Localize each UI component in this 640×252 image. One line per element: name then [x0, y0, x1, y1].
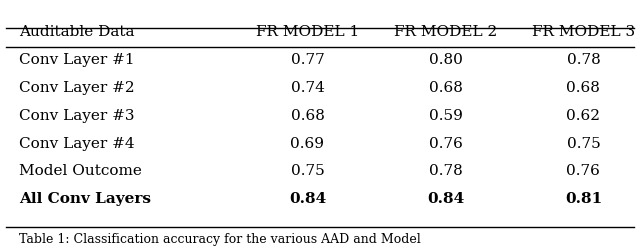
Text: Auditable Data: Auditable Data	[19, 25, 134, 39]
Text: 0.80: 0.80	[429, 53, 462, 67]
Text: 0.77: 0.77	[291, 53, 324, 67]
Text: 0.75: 0.75	[291, 164, 324, 178]
Text: 0.78: 0.78	[566, 53, 600, 67]
Text: FR MODEL 1: FR MODEL 1	[256, 25, 359, 39]
Text: Conv Layer #4: Conv Layer #4	[19, 136, 134, 150]
Text: 0.84: 0.84	[427, 192, 464, 205]
Text: Conv Layer #1: Conv Layer #1	[19, 53, 134, 67]
Text: 0.68: 0.68	[291, 108, 324, 122]
Text: 0.74: 0.74	[291, 81, 324, 95]
Text: 0.81: 0.81	[564, 192, 602, 205]
Text: 0.59: 0.59	[429, 108, 462, 122]
Text: Table 1: Classification accuracy for the various AAD and Model: Table 1: Classification accuracy for the…	[19, 232, 420, 245]
Text: 0.84: 0.84	[289, 192, 326, 205]
Text: Model Outcome: Model Outcome	[19, 164, 142, 178]
Text: 0.78: 0.78	[429, 164, 462, 178]
Text: 0.68: 0.68	[429, 81, 462, 95]
Text: 0.76: 0.76	[429, 136, 462, 150]
Text: 0.62: 0.62	[566, 108, 600, 122]
Text: 0.68: 0.68	[566, 81, 600, 95]
Text: Conv Layer #3: Conv Layer #3	[19, 108, 134, 122]
Text: 0.76: 0.76	[566, 164, 600, 178]
Text: 0.75: 0.75	[566, 136, 600, 150]
Text: Conv Layer #2: Conv Layer #2	[19, 81, 134, 95]
Text: 0.69: 0.69	[291, 136, 324, 150]
Text: FR MODEL 2: FR MODEL 2	[394, 25, 497, 39]
Text: FR MODEL 3: FR MODEL 3	[532, 25, 635, 39]
Text: All Conv Layers: All Conv Layers	[19, 192, 151, 205]
